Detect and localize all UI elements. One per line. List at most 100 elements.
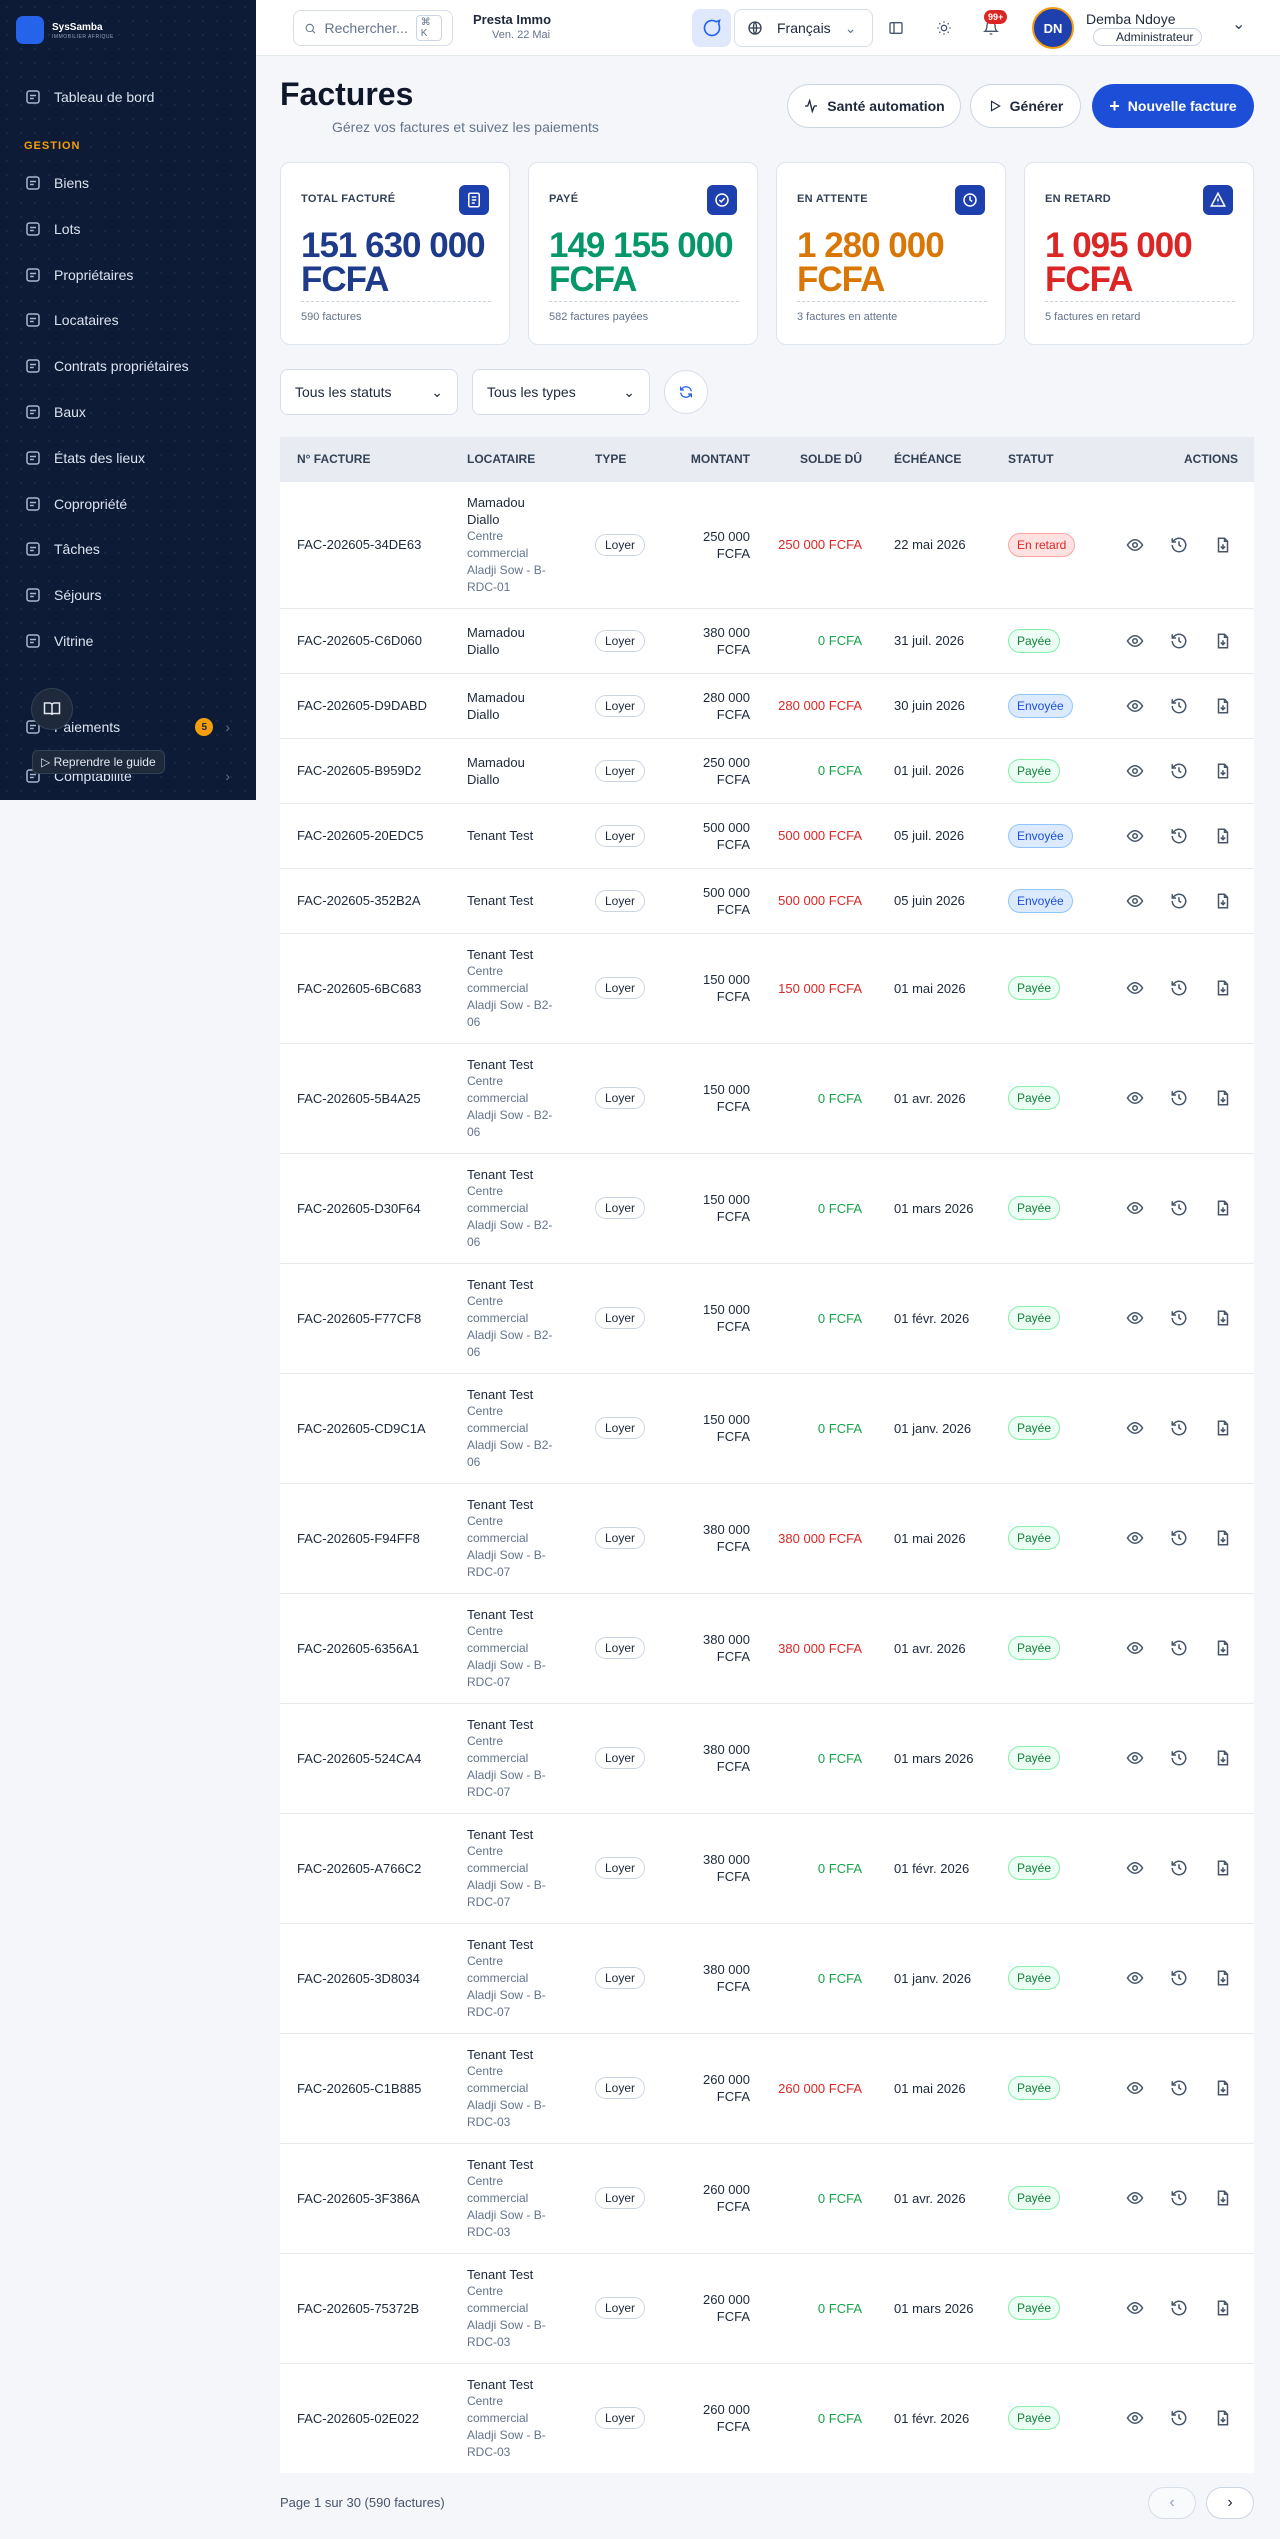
new-invoice-button[interactable]: + Nouvelle facture [1092,84,1254,128]
view-button[interactable] [1120,626,1150,656]
download-button[interactable] [1208,2293,1238,2323]
history-button[interactable] [1164,886,1194,916]
view-button[interactable] [1120,2183,1150,2213]
view-button[interactable] [1120,2403,1150,2433]
panel-toggle[interactable] [888,20,904,36]
view-button[interactable] [1120,973,1150,1003]
history-button[interactable] [1164,1193,1194,1223]
invoice-number: FAC-202605-CD9C1A [280,1372,457,1483]
history-button[interactable] [1164,530,1194,560]
history-button[interactable] [1164,821,1194,851]
download-button[interactable] [1208,2183,1238,2213]
language-select[interactable]: Français ⌄ [734,9,873,47]
download-button[interactable] [1208,1743,1238,1773]
guide-button[interactable] [31,688,73,730]
download-button[interactable] [1208,626,1238,656]
actions [1110,1963,1238,1993]
invoice-number: FAC-202605-D9DABD [280,672,457,738]
download-button[interactable] [1208,886,1238,916]
chat-button[interactable] [692,9,731,47]
history-button[interactable] [1164,2293,1194,2323]
view-button[interactable] [1120,756,1150,786]
next-page[interactable]: › [1206,2487,1254,2519]
download-button[interactable] [1208,691,1238,721]
view-button[interactable] [1120,1963,1150,1993]
download-button[interactable] [1208,2403,1238,2433]
view-button[interactable] [1120,2073,1150,2103]
view-button[interactable] [1120,1853,1150,1883]
view-button[interactable] [1120,1523,1150,1553]
download-button[interactable] [1208,973,1238,1003]
nav-item[interactable]: Biens [24,168,234,198]
view-button[interactable] [1120,1083,1150,1113]
download-button[interactable] [1208,756,1238,786]
nav-item[interactable]: Baux [24,397,234,427]
user-menu[interactable]: ⌄ [1232,16,1246,33]
view-button[interactable] [1120,2293,1150,2323]
nav-item[interactable]: Séjours [24,580,234,610]
search[interactable]: Rechercher... ⌘ K [293,10,453,46]
history-button[interactable] [1164,1303,1194,1333]
nav-item[interactable]: Locataires [24,305,234,335]
nav-item[interactable]: Vitrine [24,626,234,656]
type-filter[interactable]: Tous les types ⌄ [472,369,650,415]
history-button[interactable] [1164,1743,1194,1773]
view-button[interactable] [1120,530,1150,560]
history-button[interactable] [1164,1083,1194,1113]
nav-item[interactable]: États des lieux [24,443,234,473]
download-button[interactable] [1208,1413,1238,1443]
nav-item[interactable]: Propriétaires [24,260,234,290]
amount: 280 000 FCFA [665,672,760,738]
automation-button[interactable]: Santé automation [787,84,961,128]
history-button[interactable] [1164,756,1194,786]
history-button[interactable] [1164,973,1194,1003]
view-icon [1126,1531,1144,1545]
view-button[interactable] [1120,1633,1150,1663]
view-button[interactable] [1120,1303,1150,1333]
history-button[interactable] [1164,2403,1194,2433]
theme-toggle[interactable] [936,20,952,36]
history-button[interactable] [1164,2073,1194,2103]
nav-item[interactable]: Tâches [24,534,234,564]
history-button[interactable] [1164,691,1194,721]
download-button[interactable] [1208,1853,1238,1883]
view-button[interactable] [1120,1193,1150,1223]
nav-item[interactable]: Contrats propriétaires [24,351,234,381]
prev-page[interactable]: ‹ [1148,2487,1196,2519]
history-button[interactable] [1164,1853,1194,1883]
download-button[interactable] [1208,1963,1238,1993]
download-button[interactable] [1208,1633,1238,1663]
history-button[interactable] [1164,626,1194,656]
invoice-number: FAC-202605-34DE63 [280,480,457,608]
nav-item[interactable]: Lots [24,214,234,244]
view-button[interactable] [1120,1743,1150,1773]
history-button[interactable] [1164,1413,1194,1443]
download-button[interactable] [1208,1083,1238,1113]
download-button[interactable] [1208,1193,1238,1223]
history-button[interactable] [1164,2183,1194,2213]
download-button[interactable] [1208,2073,1238,2103]
nav-item[interactable]: Tableau de bord [24,82,234,112]
property: Centre commercial Aladji Sow - B2-06 [467,1293,553,1359]
nav-icon [26,359,40,373]
generate-button[interactable]: Générer [970,84,1081,128]
actions-cell [1100,1262,1254,1373]
status-filter[interactable]: Tous les statuts ⌄ [280,369,458,415]
history-button[interactable] [1164,1963,1194,1993]
download-button[interactable] [1208,530,1238,560]
view-button[interactable] [1120,886,1150,916]
view-button[interactable] [1120,691,1150,721]
download-button[interactable] [1208,1523,1238,1553]
logo [16,16,44,44]
guide-tooltip[interactable]: ▷ Reprendre le guide [32,750,165,774]
refresh-button[interactable] [664,370,708,414]
nav-item[interactable]: Copropriété [24,489,234,519]
download-button[interactable] [1208,1303,1238,1333]
download-button[interactable] [1208,821,1238,851]
history-button[interactable] [1164,1523,1194,1553]
avatar[interactable]: DN [1032,7,1074,49]
view-button[interactable] [1120,821,1150,851]
history-button[interactable] [1164,1633,1194,1663]
view-button[interactable] [1120,1413,1150,1443]
nav-item[interactable]: Paiements 5 › [24,712,234,742]
